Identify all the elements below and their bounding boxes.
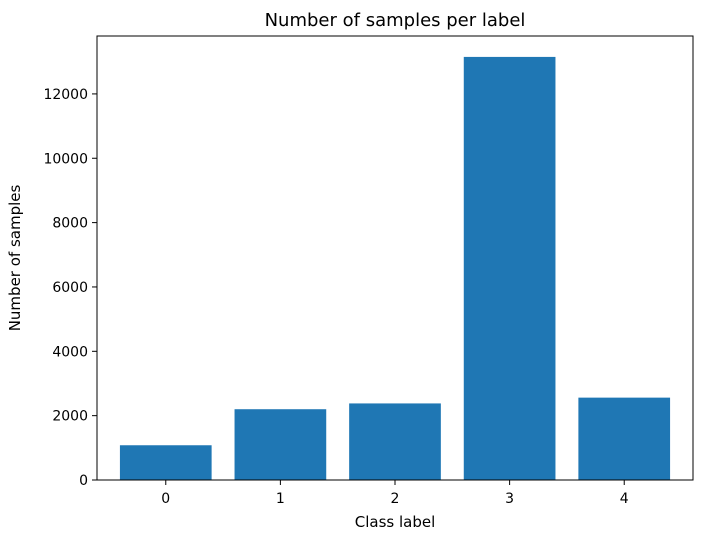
plot-frame [96, 35, 694, 481]
x-tick-label: 0 [161, 491, 170, 507]
x-tick-label: 4 [620, 491, 629, 507]
chart-title: Number of samples per label [265, 10, 526, 31]
bar-0 [119, 445, 212, 480]
y-tick-label: 12000 [43, 87, 88, 103]
y-axis-label: Number of samples [6, 185, 24, 332]
x-tick-label: 3 [505, 491, 514, 507]
y-axis-ticks: 0 2000 4000 6000 8000 10000 12000 [43, 87, 97, 489]
y-tick-label: 8000 [52, 216, 88, 232]
bars [119, 56, 671, 480]
x-tick-label: 1 [276, 491, 285, 507]
bar-2 [349, 403, 441, 480]
y-tick-label: 0 [79, 473, 88, 489]
bar-1 [234, 409, 327, 480]
x-axis-label: Class label [355, 513, 436, 531]
y-tick-label: 6000 [52, 280, 88, 296]
y-tick-label: 2000 [52, 409, 88, 425]
bar-3 [463, 56, 556, 480]
y-tick-label: 10000 [43, 151, 88, 167]
bar-4 [578, 397, 671, 480]
x-axis-ticks: 0 1 2 3 4 [161, 480, 629, 507]
x-tick-label: 2 [391, 491, 400, 507]
y-tick-label: 4000 [52, 344, 88, 360]
